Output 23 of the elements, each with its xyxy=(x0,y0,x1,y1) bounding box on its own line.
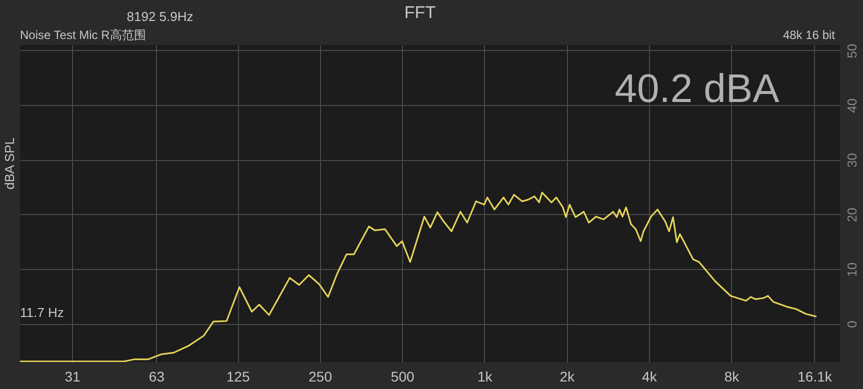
y-tick-label: 40 xyxy=(844,98,860,113)
text: Noise Test Mic R高范围 xyxy=(20,28,146,42)
chart-title: FFT xyxy=(404,3,436,22)
x-tick-label: 8k xyxy=(724,368,740,384)
annotation: 40.2 dBA xyxy=(614,67,780,111)
x-tick-label: 125 xyxy=(226,368,250,384)
y-tick-label: 0 xyxy=(844,320,860,328)
y-tick-label: 50 xyxy=(844,44,860,58)
x-tick-label: 1k xyxy=(477,368,494,384)
y-tick-label: 10 xyxy=(844,262,860,277)
x-tick-label: 63 xyxy=(148,368,165,384)
y-tick-label: 30 xyxy=(844,153,860,168)
text: 48k 16 bit xyxy=(782,28,836,42)
x-tick-label: 2k xyxy=(560,368,576,384)
y-axis-title: dBA SPL xyxy=(2,137,17,190)
x-tick-label: 500 xyxy=(390,368,414,384)
text: 8192 5.9Hz xyxy=(126,9,194,24)
x-tick-label: 250 xyxy=(308,368,332,384)
annotation: 11.7 Hz xyxy=(20,305,64,320)
x-tick-label: 4k xyxy=(642,368,658,384)
x-tick-label: 16.1k xyxy=(798,368,833,384)
x-tick-label: 31 xyxy=(64,368,81,384)
y-tick-label: 20 xyxy=(844,208,860,222)
